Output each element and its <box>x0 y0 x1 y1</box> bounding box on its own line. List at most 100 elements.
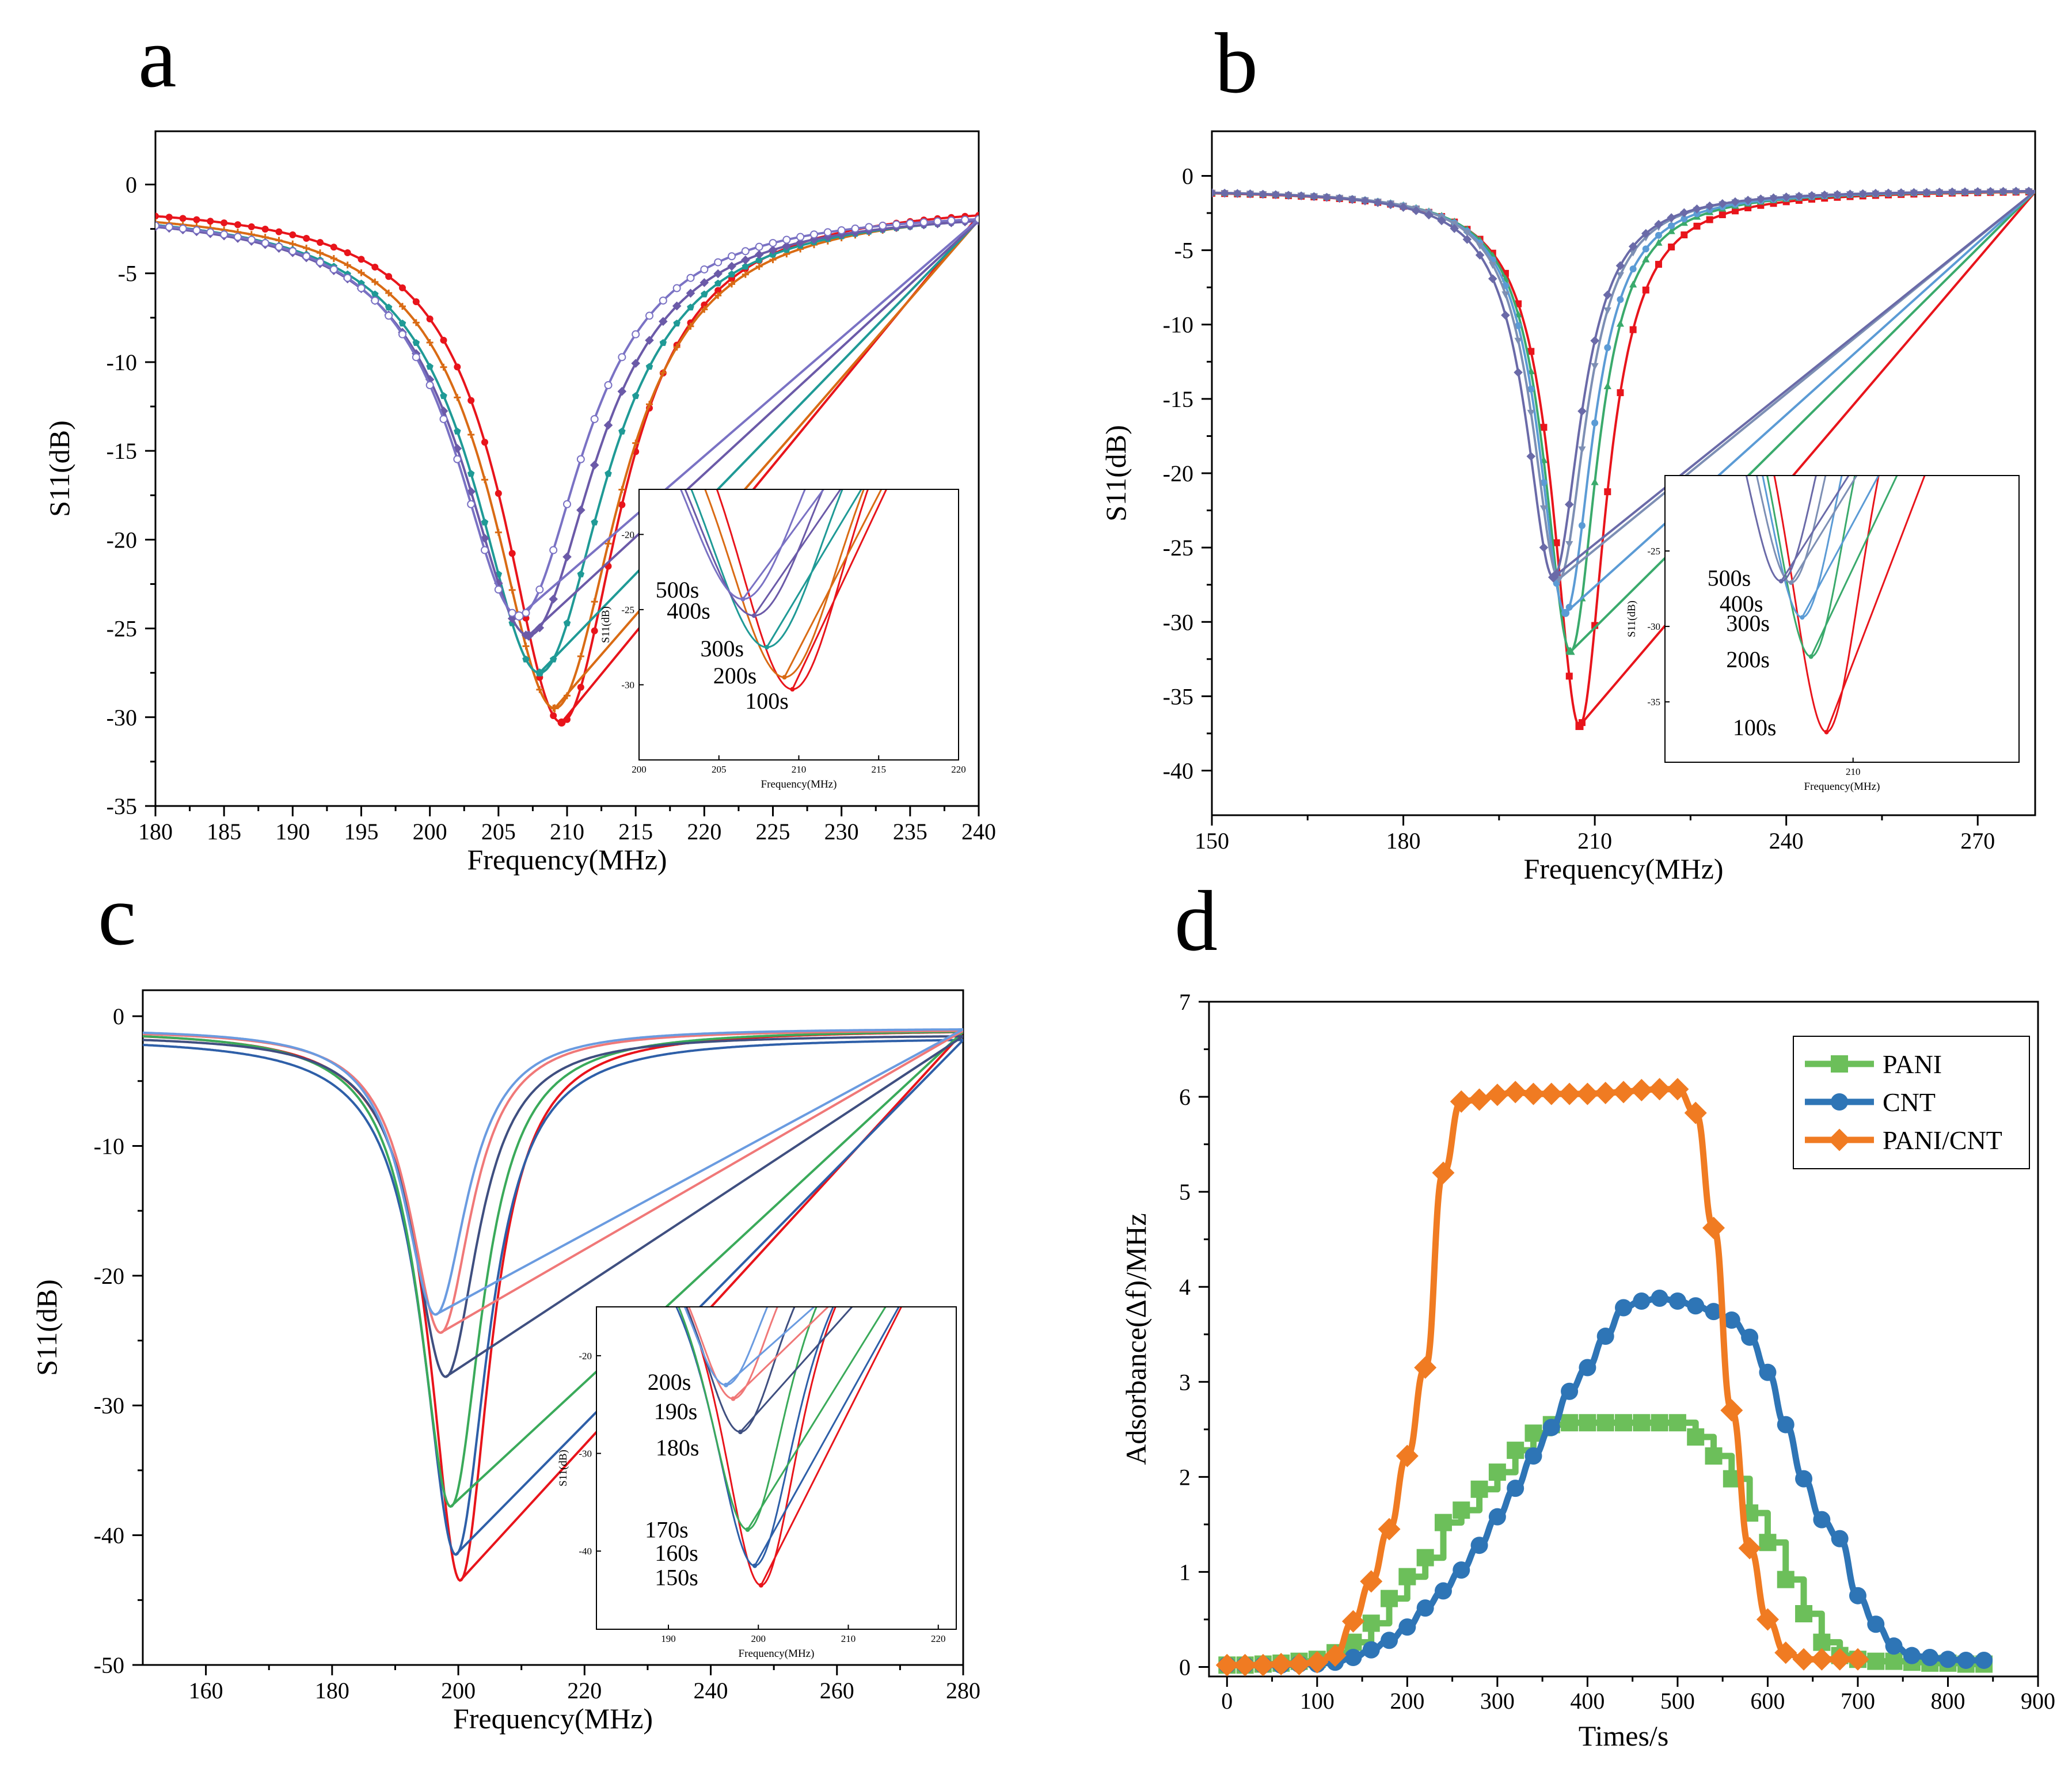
inset-annotation: 160s <box>655 1540 698 1566</box>
series-marker <box>1960 187 1970 196</box>
series-marker <box>1386 200 1396 210</box>
series-marker <box>1718 199 1727 208</box>
series-marker <box>1756 1608 1779 1631</box>
inset-x-tick-label: 200 <box>632 764 647 775</box>
series-marker <box>782 235 791 244</box>
series-marker <box>425 381 434 389</box>
inset-series-min <box>765 645 769 650</box>
series-marker <box>673 320 680 327</box>
series-marker <box>1411 206 1421 215</box>
series-marker <box>741 247 750 256</box>
y-tick-label: -15 <box>107 438 137 464</box>
series-marker <box>1252 1653 1275 1676</box>
inset-annotation: 200s <box>713 663 757 689</box>
series-marker <box>906 219 914 227</box>
series-marker <box>1807 191 1816 200</box>
series-marker <box>1693 222 1701 230</box>
series-marker-min <box>1561 609 1570 617</box>
x-tick-label: 230 <box>824 819 859 845</box>
y-tick-label: 0 <box>1179 1654 1191 1680</box>
series-marker-min <box>523 630 534 641</box>
series-marker <box>1507 1442 1524 1459</box>
series-marker <box>564 692 571 699</box>
series-marker <box>1633 1292 1651 1310</box>
series-marker <box>1398 1568 1416 1586</box>
series-marker <box>1813 1511 1831 1529</box>
series-marker <box>1524 1424 1542 1442</box>
inset-y-tick-label: -20 <box>579 1351 592 1362</box>
series-marker <box>1360 1570 1383 1593</box>
series-marker <box>1463 230 1472 237</box>
y-axis-title: S11(dB) <box>31 1279 63 1376</box>
y-tick-label: -10 <box>1163 312 1193 338</box>
series-PANI/CNT <box>1215 1078 1869 1676</box>
y-axis-title: Adsorbance(Δf)/MHz <box>1120 1213 1152 1465</box>
series-marker <box>495 529 502 536</box>
series-marker <box>371 263 379 271</box>
inset-series-min <box>1808 654 1814 659</box>
series-marker <box>782 241 792 251</box>
series-marker-min <box>1566 647 1575 655</box>
series-marker <box>1617 389 1624 397</box>
series-marker <box>1527 348 1535 355</box>
panel-label: d <box>1174 873 1218 969</box>
series-marker <box>371 278 379 286</box>
inset-frame <box>1664 475 2020 763</box>
series-marker <box>165 223 173 231</box>
series-marker <box>1591 363 1599 370</box>
series-marker <box>1651 1414 1668 1432</box>
series-marker <box>1702 1216 1725 1240</box>
series-marker <box>742 263 750 270</box>
series-marker <box>1731 207 1739 215</box>
series-marker <box>1269 1653 1292 1676</box>
series-marker <box>590 415 599 423</box>
series-marker <box>1507 1480 1524 1497</box>
series-marker <box>1629 280 1637 288</box>
series-marker-min <box>550 704 559 713</box>
series-190s <box>143 1029 963 1334</box>
series-marker <box>1975 1651 1993 1669</box>
series-marker <box>1759 1363 1777 1381</box>
series-marker <box>385 311 393 320</box>
series-marker <box>1271 190 1280 200</box>
inset-x-tick-label: 210 <box>841 1633 856 1644</box>
series-marker-min <box>557 718 566 727</box>
series-marker <box>618 427 626 435</box>
series-marker <box>1578 446 1586 454</box>
inset-series-line <box>684 489 842 617</box>
inset-series-min <box>752 1563 757 1568</box>
series-marker <box>481 518 489 526</box>
x-axis-title: Times/s <box>1579 1720 1669 1752</box>
series-marker <box>261 225 269 233</box>
series-marker <box>1654 219 1663 229</box>
series-marker <box>1681 231 1688 239</box>
inset-background <box>639 489 959 760</box>
x-tick-label: 150 <box>1195 828 1229 854</box>
y-tick-label: 4 <box>1179 1274 1191 1300</box>
series-marker <box>1774 1641 1797 1664</box>
x-tick-label: 180 <box>315 1678 349 1704</box>
series-marker <box>1470 1537 1488 1554</box>
series-line <box>143 1035 963 1378</box>
y-tick-label: 2 <box>1179 1464 1191 1490</box>
series-marker <box>1378 1518 1401 1541</box>
inset-annotation: 400s <box>1720 591 1763 617</box>
series-marker <box>1922 188 1932 197</box>
inset-series-min <box>1800 615 1805 620</box>
series-marker <box>1884 188 1893 198</box>
inset-annotation: 100s <box>745 688 789 714</box>
series-marker <box>1578 522 1586 529</box>
panel-d: d 0 100 200 300 400 500 600 700 800 900 0 1 2 3 4 5 6 7 Tim… <box>1120 873 2055 1752</box>
inset-series-min <box>740 596 746 602</box>
inset-series-line <box>688 1307 830 1400</box>
series-marker <box>1504 1081 1527 1104</box>
inset: 190 200 210 220 -20 -30 -40 Frequency(MHz) S11(d… <box>557 1306 957 1660</box>
series-marker <box>1681 215 1688 223</box>
y-tick-label: 0 <box>113 1003 124 1029</box>
inset-x-tick-label: 200 <box>751 1633 766 1644</box>
series-marker <box>1565 672 1573 680</box>
series-marker <box>865 223 873 231</box>
series-marker <box>1453 1501 1470 1519</box>
series-marker <box>220 230 229 239</box>
series-marker <box>412 353 420 362</box>
